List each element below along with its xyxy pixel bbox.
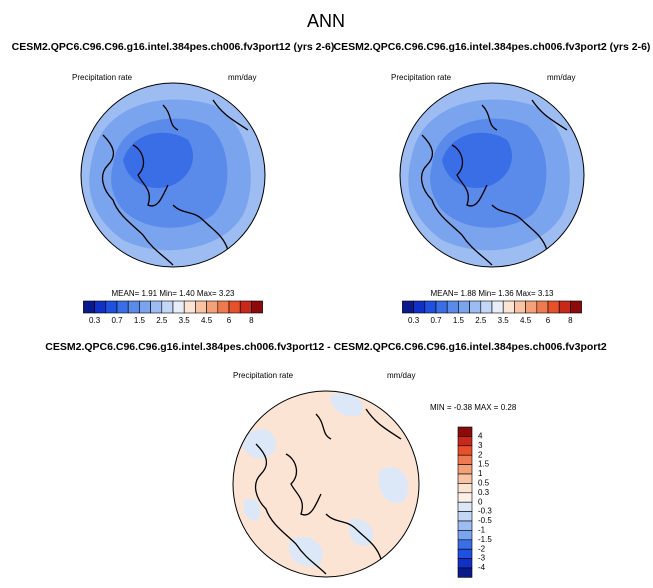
map-border	[232, 390, 420, 578]
colorbar-label: 0.3	[478, 488, 490, 497]
colorbar-box	[161, 300, 174, 314]
colorbar-label: 0.7	[111, 316, 123, 325]
colorbar-box	[402, 300, 414, 314]
colorbar-label: 0.3	[408, 316, 420, 325]
colorbar-box	[457, 473, 473, 484]
colorbar-label: 2	[478, 450, 483, 459]
colorbar-box	[570, 300, 582, 314]
units: mm/day	[387, 371, 415, 380]
colorbar-box	[558, 300, 571, 314]
colorbar-label: 6	[227, 316, 232, 325]
colorbar-label: 0.5	[478, 479, 490, 488]
colorbar-box	[502, 300, 515, 314]
colorbar-box	[469, 300, 482, 314]
colorbar-label: 0	[478, 497, 483, 506]
colorbar-box	[127, 300, 140, 314]
colorbar-box	[435, 300, 448, 314]
colorbar-label: -2	[478, 544, 486, 553]
colorbar-label: 4	[478, 432, 483, 441]
colorbar-box	[457, 567, 473, 578]
colorbar-box	[217, 300, 230, 314]
panel-title: CESM2.QPC6.C96.C96.g16.intel.384pes.ch00…	[45, 341, 607, 353]
colorbar-box	[251, 300, 263, 314]
colorbar-label: 4.5	[201, 316, 213, 325]
colorbar-label: 0.7	[430, 316, 442, 325]
colorbar-box	[457, 483, 473, 494]
colorbar-box	[457, 501, 473, 512]
map-border	[399, 82, 585, 268]
colorbar-label: 0.3	[89, 316, 101, 325]
colorbar-label: 1	[478, 469, 483, 478]
colorbar-box	[195, 300, 207, 314]
map	[233, 391, 419, 577]
colorbar-box	[458, 300, 470, 314]
colorbar-box	[183, 300, 196, 314]
stats: MIN = -0.38 MAX = 0.28	[430, 403, 517, 412]
colorbar-box	[457, 445, 473, 456]
units: mm/day	[547, 73, 575, 82]
colorbar-label: 8	[249, 316, 254, 325]
colorbar-box	[457, 520, 473, 531]
colorbar-box	[457, 492, 473, 503]
colorbar-box	[457, 426, 473, 437]
colorbar-box	[139, 300, 151, 314]
colorbar-box	[525, 300, 538, 314]
colorbar-label: 1.5	[453, 316, 465, 325]
colorbar-label: -1.5	[478, 535, 492, 544]
map	[400, 83, 584, 267]
colorbar-box	[424, 300, 437, 314]
colorbar-label: 3.5	[179, 316, 191, 325]
colorbar-box	[457, 539, 473, 550]
colorbar-box	[206, 300, 219, 314]
colorbar-label: -4	[478, 563, 486, 572]
map-border	[80, 82, 266, 268]
colorbar-box	[83, 300, 95, 314]
colorbar-box	[457, 511, 473, 522]
colorbar-box	[457, 558, 473, 569]
colorbar-box	[94, 300, 107, 314]
panel-title: CESM2.QPC6.C96.C96.g16.intel.384pes.ch00…	[334, 41, 651, 53]
colorbar-box	[239, 300, 252, 314]
colorbar-box	[491, 300, 504, 314]
colorbar-label: -0.5	[478, 516, 492, 525]
colorbar-box	[413, 300, 426, 314]
colorbar-box	[446, 300, 459, 314]
colorbar-box	[480, 300, 493, 314]
colorbar-label: -3	[478, 554, 486, 563]
figure-title: ANN	[307, 11, 345, 31]
colorbar-label: 3	[478, 441, 483, 450]
colorbar-label: 6	[546, 316, 551, 325]
colorbar-label: -0.3	[478, 507, 492, 516]
colorbar-box	[457, 548, 473, 559]
colorbar-label: 1.5	[134, 316, 146, 325]
colorbar-box	[105, 300, 118, 314]
colorbar-box	[172, 300, 185, 314]
colorbar-box	[514, 300, 526, 314]
colorbar-box	[228, 300, 241, 314]
units: mm/day	[228, 73, 256, 82]
colorbar-box	[457, 464, 473, 475]
colorbar-box	[457, 454, 473, 465]
colorbar-label: -1	[478, 526, 486, 535]
colorbar-box	[150, 300, 163, 314]
variable: Precipitation rate	[233, 371, 294, 380]
stats: MEAN= 1.88 Min= 1.36 Max= 3.13	[431, 289, 555, 298]
colorbar-label: 2.5	[475, 316, 487, 325]
colorbar-box	[547, 300, 560, 314]
colorbar-box	[536, 300, 549, 314]
variable: Precipitation rate	[72, 73, 133, 82]
colorbar-label: 4.5	[520, 316, 532, 325]
colorbar-box	[116, 300, 129, 314]
map	[81, 83, 265, 267]
panel-title: CESM2.QPC6.C96.C96.g16.intel.384pes.ch00…	[12, 41, 335, 53]
stats: MEAN= 1.91 Min= 1.40 Max= 3.23	[112, 289, 236, 298]
colorbar-box	[457, 530, 473, 541]
variable: Precipitation rate	[391, 73, 452, 82]
colorbar-label: 8	[568, 316, 573, 325]
colorbar-label: 1.5	[478, 460, 490, 469]
colorbar-box	[457, 436, 473, 447]
colorbar-label: 3.5	[498, 316, 510, 325]
colorbar-label: 2.5	[156, 316, 168, 325]
